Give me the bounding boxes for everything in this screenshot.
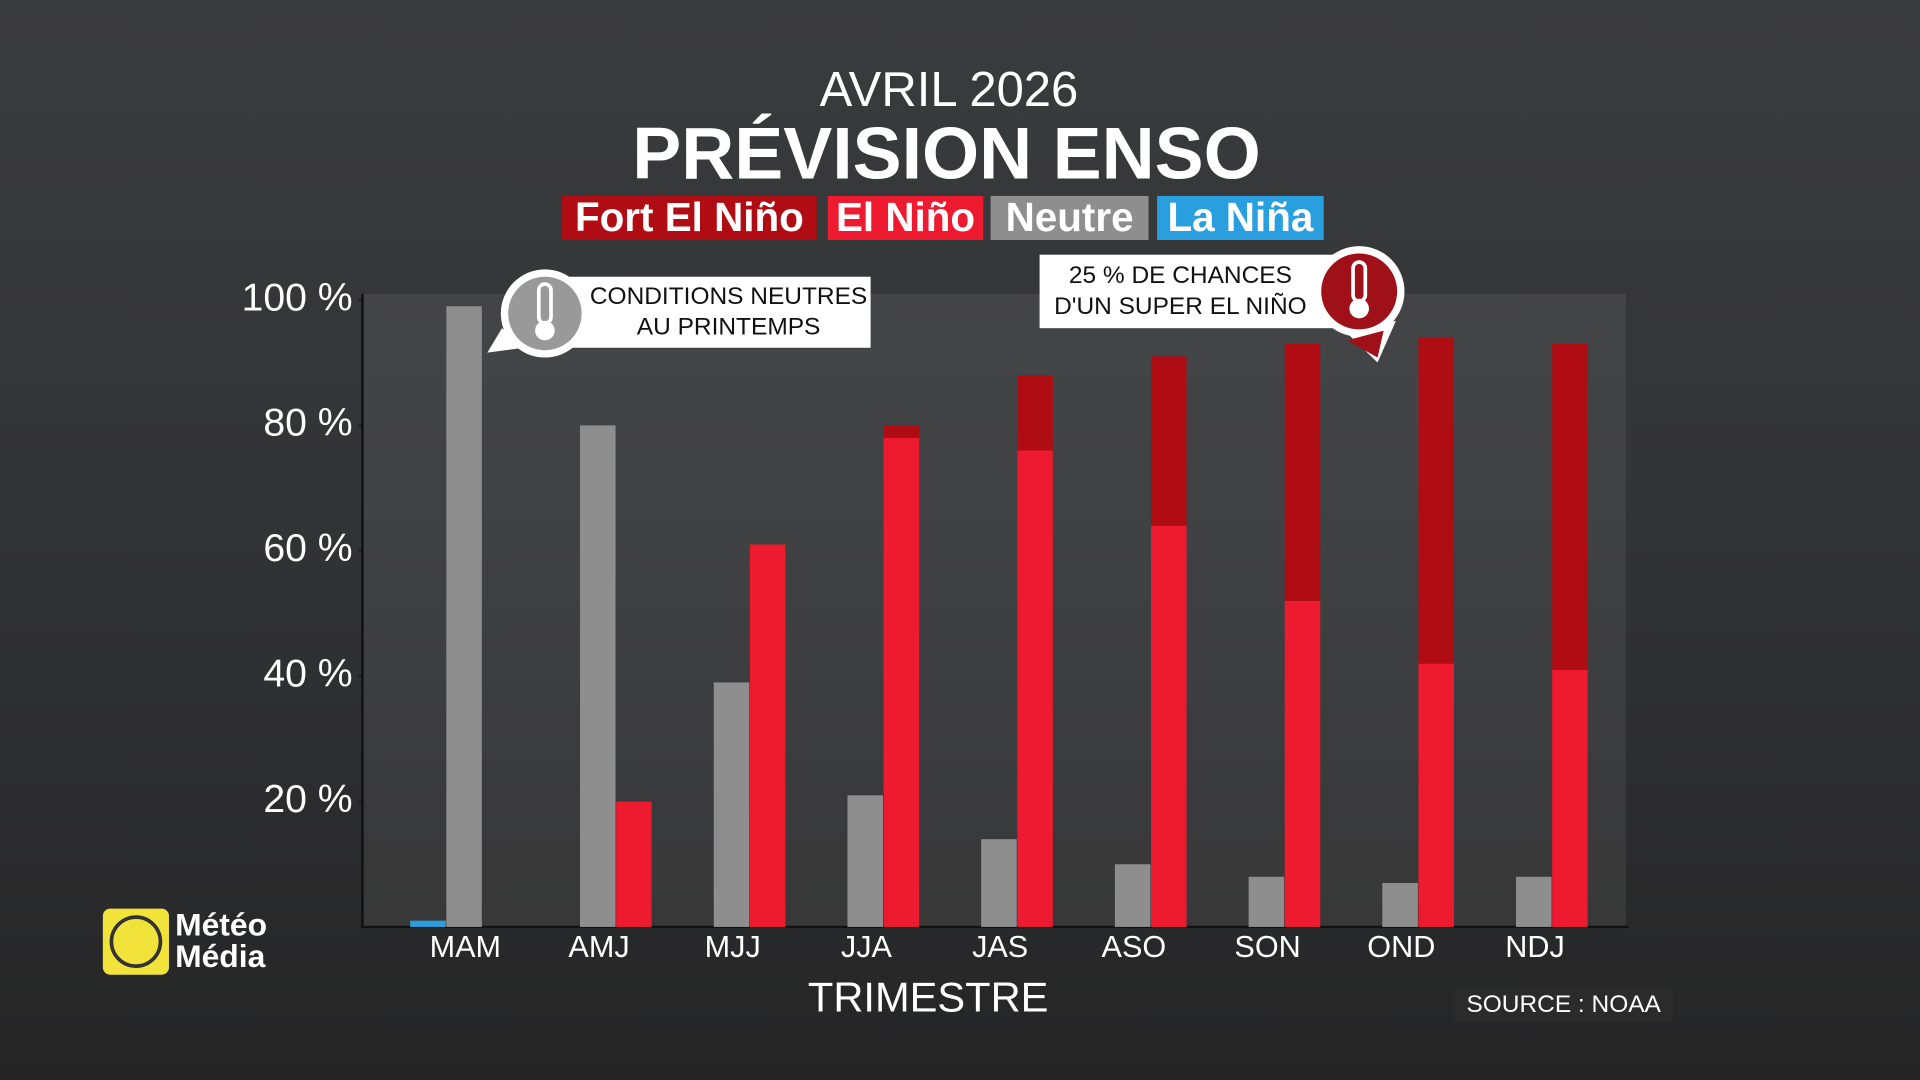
source-box [1454,985,1673,1023]
annotation-text: CONDITIONS NEUTRES [590,283,867,310]
bar [1418,663,1454,927]
annotation-text: D'UN SUPER EL NIÑO [1054,293,1307,320]
legend-label: Neutre [1006,194,1134,240]
bar [749,544,786,927]
thermometer [535,320,555,341]
y-tick-label: 60 % [263,527,352,570]
bar [981,839,1017,927]
bar [1552,343,1588,670]
annotation-box [538,276,871,348]
y-tick-label: 20 % [263,778,352,821]
bar [1516,876,1552,927]
bar [847,795,883,927]
bar [580,425,616,927]
annotation-text: 25 % DE CHANCES [1069,262,1292,289]
annotation-text: AU PRINTEMPS [637,314,821,341]
bar [1418,337,1454,664]
bar [1248,876,1285,927]
source: SOURCE : NOAA [1466,991,1661,1018]
title: PRÉVISION ENSO [632,112,1261,195]
bar [883,425,920,438]
x-tick-label: OND [1367,930,1435,964]
x-tick-label: JAS [972,930,1028,964]
bar [883,437,920,927]
x-tick-label: MJJ [705,930,761,964]
bar [410,920,446,927]
subtitle: AVRIL 2026 [820,63,1079,117]
bar [1017,375,1053,451]
bar [1552,669,1588,927]
legend-swatch [990,195,1149,240]
annotation-box [1039,254,1346,329]
x-axis-title: TRIMESTRE [808,973,1049,1020]
x-tick-label: MAM [430,930,501,964]
logo-globe [109,915,163,968]
x-tick-label: ASO [1102,930,1167,964]
bar [1284,343,1321,601]
legend-label: El Niño [836,194,975,240]
plot-area [362,293,1627,927]
bar [1017,450,1053,927]
bar [1114,864,1151,927]
thermometer [1349,298,1369,319]
logo-text: Météo [175,906,267,942]
bar [616,801,652,927]
legend-label: La Niña [1167,194,1313,240]
annotation-pointer [1346,330,1384,358]
bar [1151,356,1187,526]
annotation-icon [508,276,582,351]
x-tick-label: NDJ [1505,930,1565,964]
logo-text: Média [175,938,265,974]
bar [1382,883,1418,927]
bar [1284,600,1321,927]
annotation-pointer [487,328,525,353]
legend-swatch [562,195,817,240]
bar [1151,525,1187,927]
bar [446,306,482,927]
legend-swatch [827,195,984,240]
x-tick-label: JJA [841,930,893,964]
y-tick-label: 80 % [263,402,352,445]
legend-label: Fort El Niño [575,194,804,240]
y-tick-label: 100 % [242,276,353,319]
x-tick-label: SON [1234,930,1300,964]
x-tick-label: AMJ [568,930,629,964]
annotation-icon [1321,253,1398,330]
legend-swatch [1157,195,1324,240]
bar [713,682,750,927]
y-tick-label: 40 % [263,653,352,696]
